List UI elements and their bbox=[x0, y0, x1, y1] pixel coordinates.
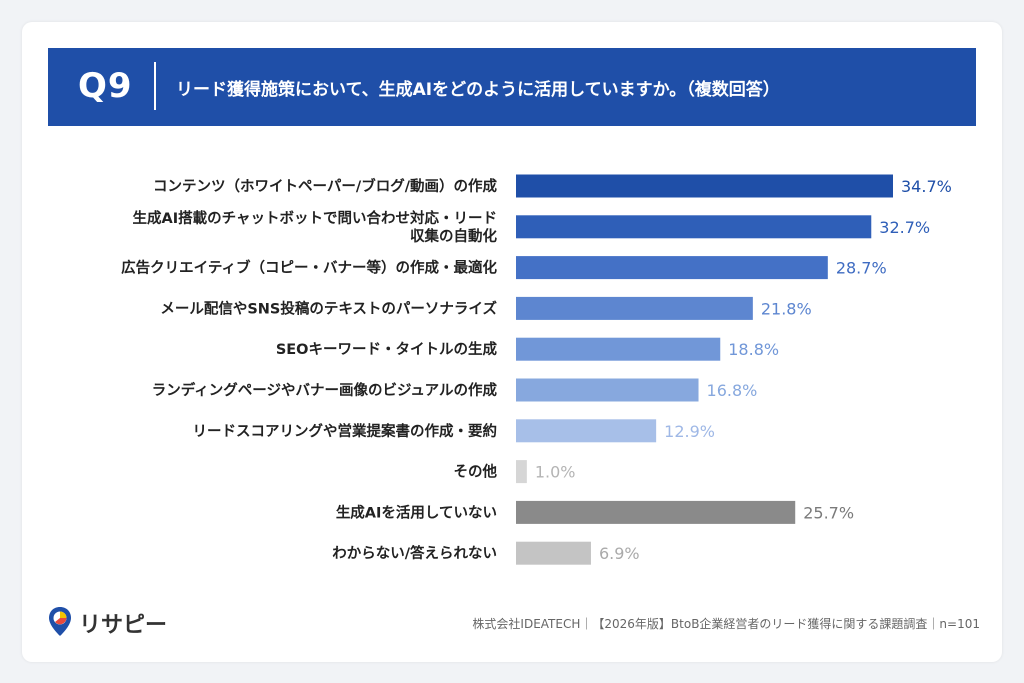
bar-4 bbox=[516, 296, 753, 320]
card bbox=[22, 22, 1002, 662]
category-label-2-line-2: 収集の自動化 bbox=[410, 227, 497, 245]
bar-10 bbox=[516, 541, 591, 565]
category-label-3: 広告クリエイティブ（コピー・バナー等）の作成・最適化 bbox=[121, 259, 497, 277]
value-label-3: 28.7% bbox=[836, 259, 887, 278]
category-label-8: その他 bbox=[454, 463, 498, 481]
bar-9 bbox=[516, 500, 796, 524]
category-label-7: リードスコアリングや営業提案書の作成・要約 bbox=[193, 422, 498, 440]
value-label-2: 32.7% bbox=[879, 218, 930, 237]
bar-1 bbox=[516, 174, 893, 198]
bar-8 bbox=[516, 460, 527, 484]
pin-icon bbox=[49, 607, 71, 636]
footer-source: 株式会社IDEATECH｜【2026年版】BtoB企業経営者のリード獲得に関する… bbox=[472, 617, 980, 631]
category-label-4: メール配信やSNS投稿のテキストのパーソナライズ bbox=[160, 299, 497, 317]
value-label-9: 25.7% bbox=[803, 503, 854, 522]
bar-7 bbox=[516, 419, 657, 443]
category-label-2-line-1: 生成AI搭載のチャットボットで問い合わせ対応・リード bbox=[133, 209, 497, 227]
bar-2 bbox=[516, 215, 872, 239]
brand-name: リサピー bbox=[79, 613, 168, 638]
value-label-8: 1.0% bbox=[535, 463, 576, 482]
category-label-9: 生成AIを活用していない bbox=[336, 503, 497, 521]
value-label-6: 16.8% bbox=[707, 381, 758, 400]
category-label-1: コンテンツ（ホワイトペーパー/ブログ/動画）の作成 bbox=[153, 177, 497, 195]
value-label-7: 12.9% bbox=[664, 422, 715, 441]
category-label-6: ランディングページやバナー画像のビジュアルの作成 bbox=[152, 381, 498, 399]
brand-logo: リサピー bbox=[47, 605, 187, 639]
category-label-5: SEOキーワード・タイトルの生成 bbox=[276, 340, 498, 358]
value-label-5: 18.8% bbox=[728, 340, 779, 359]
value-label-10: 6.9% bbox=[599, 544, 640, 563]
value-label-1: 34.7% bbox=[901, 177, 952, 196]
category-label-10: わからない/答えられない bbox=[332, 544, 497, 562]
value-label-4: 21.8% bbox=[761, 299, 812, 318]
banner-divider bbox=[154, 62, 156, 110]
bar-3 bbox=[516, 256, 828, 280]
bar-6 bbox=[516, 378, 699, 402]
question-title: リード獲得施策において、生成AIをどのように活用していますか。（複数回答） bbox=[176, 80, 780, 100]
question-number: Q9 bbox=[78, 66, 133, 106]
question-banner: Q9 リード獲得施策において、生成AIをどのように活用していますか。（複数回答） bbox=[48, 48, 976, 126]
bar-5 bbox=[516, 337, 721, 361]
